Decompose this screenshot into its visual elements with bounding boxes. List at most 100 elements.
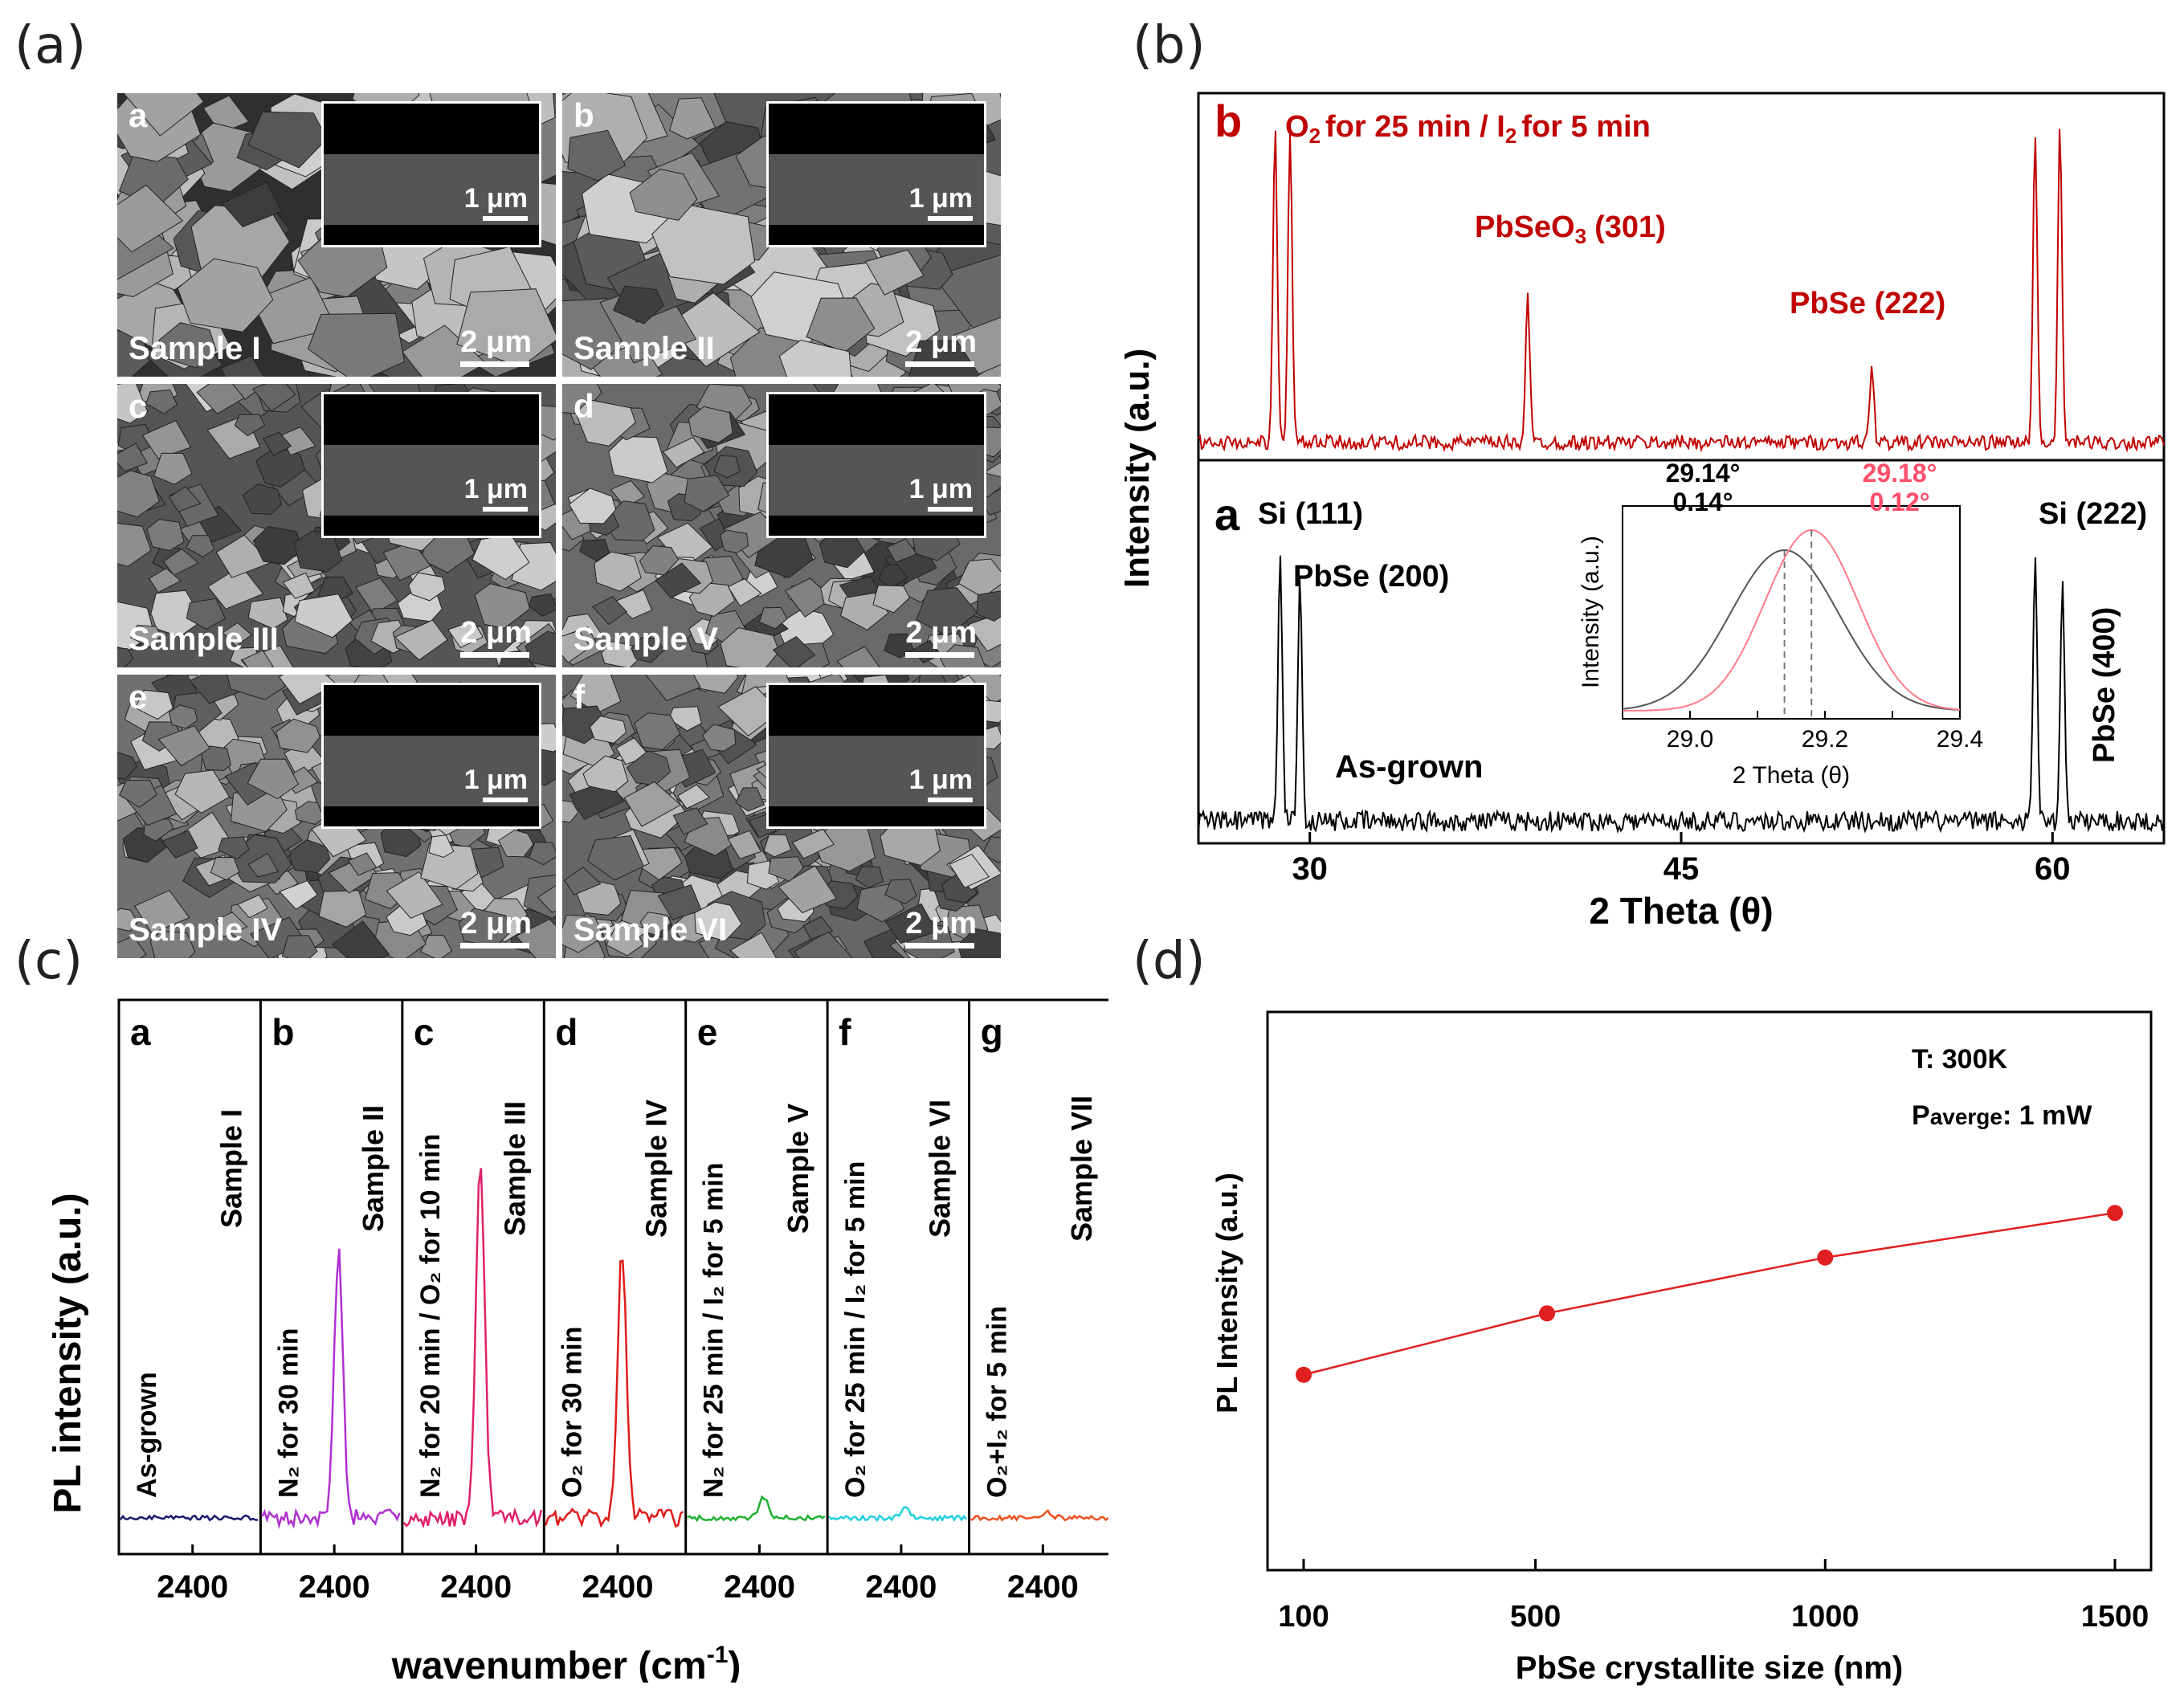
grain <box>872 585 911 614</box>
grain <box>158 322 217 369</box>
sem-letter: e <box>129 678 148 716</box>
xrd-tick-label: 45 <box>1664 851 1700 887</box>
sem-inset: 1 μm <box>766 392 986 538</box>
grain <box>117 752 137 780</box>
sem-letter: f <box>574 678 585 716</box>
xrd-inset-xlabel: 2 Theta (θ) <box>1733 762 1850 789</box>
size-xlabel: PbSe crystallite size (nm) <box>1516 1650 1903 1686</box>
pl-tick-label: 2400 <box>582 1569 654 1605</box>
grain <box>953 316 1001 375</box>
grain <box>161 830 198 859</box>
pl-tick-label: 2400 <box>440 1569 512 1605</box>
inset-curve <box>1623 528 1961 712</box>
grain <box>119 779 158 808</box>
grain <box>146 519 185 552</box>
pl-curve-d <box>545 1259 684 1528</box>
pl-vs-size-chart: PL Intensity (a.u.) PbSe crystallite siz… <box>1210 1010 2153 1686</box>
scale-bar: 2 μm <box>905 325 977 367</box>
grain <box>694 901 742 942</box>
inset-scale-label: 1 μm <box>908 474 973 504</box>
xrd-ylabel: Intensity (a.u.) <box>1125 349 1157 588</box>
sem-inset: 1 μm <box>321 101 541 247</box>
grain <box>569 675 622 714</box>
grain <box>582 755 629 793</box>
grain <box>669 97 716 140</box>
grain <box>294 801 325 826</box>
grain <box>117 908 138 932</box>
sem-inset: 1 μm <box>766 683 986 829</box>
grain <box>515 918 556 958</box>
grain <box>594 551 642 592</box>
grain <box>247 852 280 878</box>
grain <box>836 646 880 667</box>
grain <box>247 758 300 800</box>
pl-condition-label: N₂ for 30 min <box>273 1328 304 1498</box>
grain <box>864 249 925 296</box>
inset-red-center-label: 29.18° <box>1863 459 1937 488</box>
pl-curve-b <box>261 1248 401 1530</box>
grain <box>474 583 531 629</box>
grain <box>221 182 283 227</box>
grain <box>562 914 605 953</box>
grain <box>662 436 705 468</box>
grain <box>567 129 626 182</box>
sem-image-b: b 1 μm Sample II 2 μm <box>562 93 1001 377</box>
grain <box>123 93 205 137</box>
scale-label: 2 μm <box>460 325 532 359</box>
grain <box>802 916 834 940</box>
xrd-letter-a: a <box>1214 489 1240 540</box>
pl-condition-label: N₂ for 20 min / O₂ for 10 min <box>415 1134 446 1498</box>
grain <box>884 879 917 904</box>
inset-red-width-label: 0.12° <box>1869 488 1929 516</box>
grain <box>471 533 530 581</box>
grain <box>242 483 282 515</box>
sem-letter: b <box>574 96 594 134</box>
grain <box>145 389 178 414</box>
xrd-peak-label-si111: Si (111) <box>1258 497 1363 531</box>
size-ylabel: PL Intensity (a.u.) <box>1210 1173 1243 1413</box>
size-tick-label: 1000 <box>1791 1600 1859 1634</box>
panel-label-b: (b) <box>1133 16 1206 75</box>
sem-image-a: a 1 μm Sample I 2 μm <box>117 93 556 377</box>
scale-label: 2 μm <box>905 907 977 940</box>
grain <box>612 285 664 324</box>
grain <box>575 399 636 447</box>
sem-inset: 1 μm <box>321 392 541 538</box>
grain <box>806 297 876 353</box>
grain <box>227 675 286 700</box>
size-point <box>1817 1249 1834 1266</box>
pl-curve-f <box>828 1506 968 1523</box>
grain <box>623 781 682 827</box>
grain <box>590 715 627 744</box>
grain <box>241 650 274 667</box>
pl-sample-label: Sample VI <box>924 1099 957 1238</box>
grain <box>631 637 665 663</box>
grain <box>768 856 804 882</box>
sample-label: Sample V <box>574 622 719 657</box>
grain <box>651 203 756 285</box>
grain <box>537 884 556 913</box>
scale-bar: 2 μm <box>905 907 977 949</box>
pl-frame <box>117 998 1108 1556</box>
sem-image-e: e 1 μm Sample IV 2 μm <box>117 675 556 958</box>
xrd-peak-label-pbse200: PbSe (200) <box>1293 560 1449 594</box>
grain <box>252 525 303 565</box>
grain <box>884 903 937 944</box>
sem-inset: 1 μm <box>321 683 541 829</box>
inset-tick-label: 29.4 <box>1937 726 1983 753</box>
grain <box>331 920 390 958</box>
pl-letter-g: g <box>981 1011 1003 1053</box>
grain <box>676 784 711 810</box>
pl-sample-label: Sample IV <box>640 1099 673 1238</box>
pl-letter-b: b <box>271 1011 294 1053</box>
size-frame <box>1266 1010 2153 1572</box>
scale-bar: 2 μm <box>460 325 532 367</box>
inset-scale-label: 1 μm <box>463 474 528 504</box>
grain <box>117 184 184 253</box>
grain <box>174 769 231 814</box>
pl-condition-label: O₂ for 25 min / I₂ for 5 min <box>840 1161 871 1498</box>
grain <box>186 535 215 557</box>
grain <box>713 455 741 479</box>
grain <box>148 567 182 594</box>
panel-label-c: (c) <box>14 932 84 991</box>
